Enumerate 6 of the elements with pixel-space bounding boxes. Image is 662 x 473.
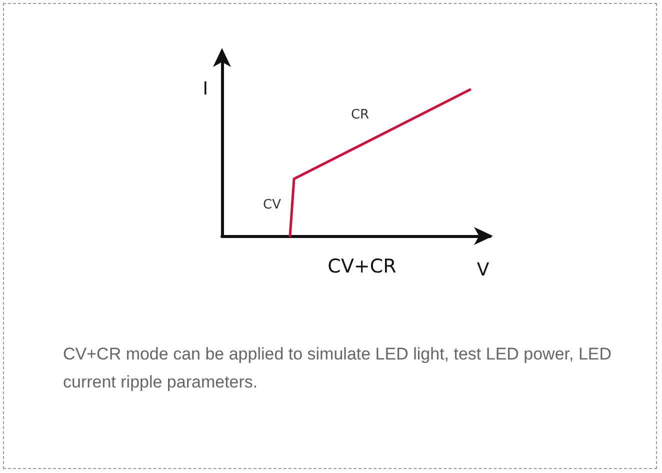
annotation: CV (263, 198, 282, 212)
text: V (476, 260, 490, 280)
text: CV+CR (328, 256, 396, 278)
y-axis-title: I (202, 78, 208, 100)
text: CV+CR mode can be applied to simulate LED light, test LED power, LED current ripple parameters. (63, 344, 616, 392)
annotation: CR (350, 108, 370, 122)
